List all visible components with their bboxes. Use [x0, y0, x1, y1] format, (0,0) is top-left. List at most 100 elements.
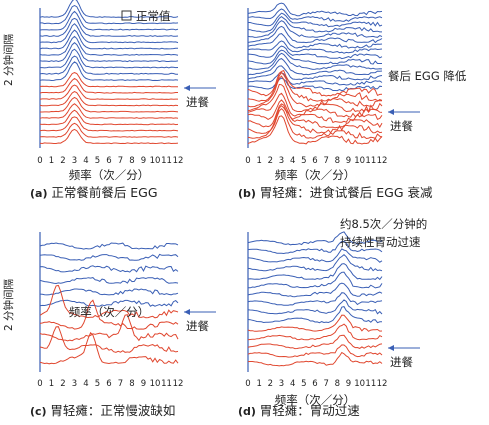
x-tick-label: 0 — [245, 379, 250, 389]
x-tick-label: 4 — [83, 156, 88, 166]
x-tick-label: 10 — [150, 379, 161, 389]
spectrum-trace — [39, 91, 179, 107]
x-tick-label: 8 — [335, 379, 340, 389]
x-tick-label: 7 — [118, 156, 123, 166]
x-tick-label: 11 — [365, 156, 376, 166]
spectrum-trace — [247, 292, 383, 306]
spectrum-trace — [247, 103, 383, 129]
spectrum-trace — [39, 103, 179, 119]
meal-label: 进餐 — [186, 319, 209, 333]
x-axis-label: 频率（次／分） — [275, 393, 356, 407]
spectrum-trace — [247, 71, 382, 102]
x-tick-label: 0 — [245, 156, 250, 166]
x-tick-label: 1 — [256, 156, 261, 166]
x-tick-label: 12 — [377, 156, 388, 166]
spectrum-trace — [39, 61, 179, 82]
x-tick-label: 3 — [72, 156, 77, 166]
spectrum-trace — [247, 72, 383, 86]
x-tick-label: 12 — [377, 379, 388, 389]
legend-box-icon — [121, 10, 132, 21]
spectrum-trace — [247, 314, 383, 332]
x-tick-label: 1 — [256, 379, 261, 389]
spectrum-trace — [247, 52, 383, 70]
arrow-head-icon — [184, 309, 190, 315]
x-tick-label: 2 — [60, 156, 65, 166]
x-tick-label: 5 — [95, 156, 100, 166]
spectrum-trace — [247, 8, 383, 22]
x-tick-label: 3 — [72, 379, 77, 389]
spectrum-trace — [247, 69, 383, 97]
panel-caption: (d) 胃轻瘫：胃动过速 — [238, 403, 360, 418]
x-tick-label: 6 — [106, 379, 111, 389]
x-tick-label: 2 — [268, 156, 273, 166]
spectrum-trace — [39, 55, 178, 75]
x-axis-label: 频率（次／分） — [69, 168, 150, 182]
arrow-head-icon — [388, 109, 394, 115]
spectrum-trace — [39, 253, 179, 261]
spectrum-trace — [39, 29, 178, 50]
x-tick-label: 12 — [173, 156, 184, 166]
x-tick-label: 4 — [290, 156, 295, 166]
annotation-text: 约8.5次／分钟的 — [340, 217, 427, 231]
spectrum-trace — [39, 122, 179, 138]
x-tick-label: 4 — [290, 379, 295, 389]
x-tick-label: 7 — [118, 379, 123, 389]
x-tick-label: 0 — [37, 379, 42, 389]
spectrum-trace — [39, 284, 179, 319]
spectrum-trace — [40, 5, 179, 25]
panel-caption: (a) 正常餐前餐后 EGG — [30, 185, 158, 200]
spectrum-trace — [39, 77, 178, 94]
annotation-text: 持续性胃动过速 — [340, 235, 421, 249]
spectrum-trace — [247, 45, 383, 60]
x-tick-label: 5 — [301, 379, 306, 389]
x-tick-label: 11 — [161, 156, 172, 166]
spectrum-trace — [39, 277, 179, 285]
spectrum-trace — [39, 128, 179, 145]
spectrum-trace — [247, 240, 383, 255]
spectrum-trace — [247, 83, 383, 114]
spectrum-trace — [39, 288, 179, 296]
x-axis-label: 频率（次／分） — [69, 305, 150, 319]
spectrum-trace — [39, 331, 179, 365]
meal-label: 进餐 — [390, 355, 413, 369]
spectrum-trace — [39, 42, 179, 63]
spectrum-trace — [39, 265, 179, 273]
spectrum-trace — [247, 20, 383, 38]
x-tick-label: 5 — [95, 379, 100, 389]
spectrum-trace — [247, 263, 383, 281]
spectrum-trace — [247, 49, 382, 65]
x-tick-label: 1 — [49, 379, 54, 389]
spectrum-trace — [247, 58, 383, 76]
x-tick-label: 6 — [312, 379, 317, 389]
spectrum-trace — [247, 254, 383, 272]
spectrum-trace — [247, 2, 383, 17]
arrow-head-icon — [184, 85, 190, 91]
x-axis-label: 频率（次／分） — [275, 168, 356, 182]
spectrum-trace — [39, 23, 179, 44]
spectrum-trace — [247, 231, 383, 246]
x-tick-label: 8 — [335, 156, 340, 166]
x-tick-label: 10 — [354, 156, 365, 166]
x-tick-label: 2 — [268, 379, 273, 389]
spectrum-trace — [247, 351, 383, 367]
x-tick-label: 6 — [106, 156, 111, 166]
spectrum-trace — [247, 108, 383, 140]
x-tick-label: 10 — [150, 156, 161, 166]
x-tick-label: 8 — [129, 379, 134, 389]
spectrum-trace — [39, 109, 179, 126]
panel-caption: (c) 胃轻瘫：正常慢波缺如 — [30, 403, 175, 418]
panel-caption: (b) 胃轻瘫：进食试餐后 EGG 衰减 — [238, 185, 433, 200]
y-axis-label: 2 分钟间隔 — [2, 279, 15, 331]
x-tick-label: 9 — [141, 156, 146, 166]
spectrum-trace — [39, 242, 179, 250]
x-tick-label: 5 — [301, 156, 306, 166]
panel-d: 0 1 2 3 4 5 6 7 8 9 10 11 12频率（次／分）进餐约8.5次／分钟的持续性胃动过… — [238, 217, 427, 418]
spectrum-trace — [39, 84, 178, 100]
x-tick-label: 2 — [60, 379, 65, 389]
spectrum-trace — [40, 48, 179, 69]
x-tick-label: 11 — [365, 379, 376, 389]
